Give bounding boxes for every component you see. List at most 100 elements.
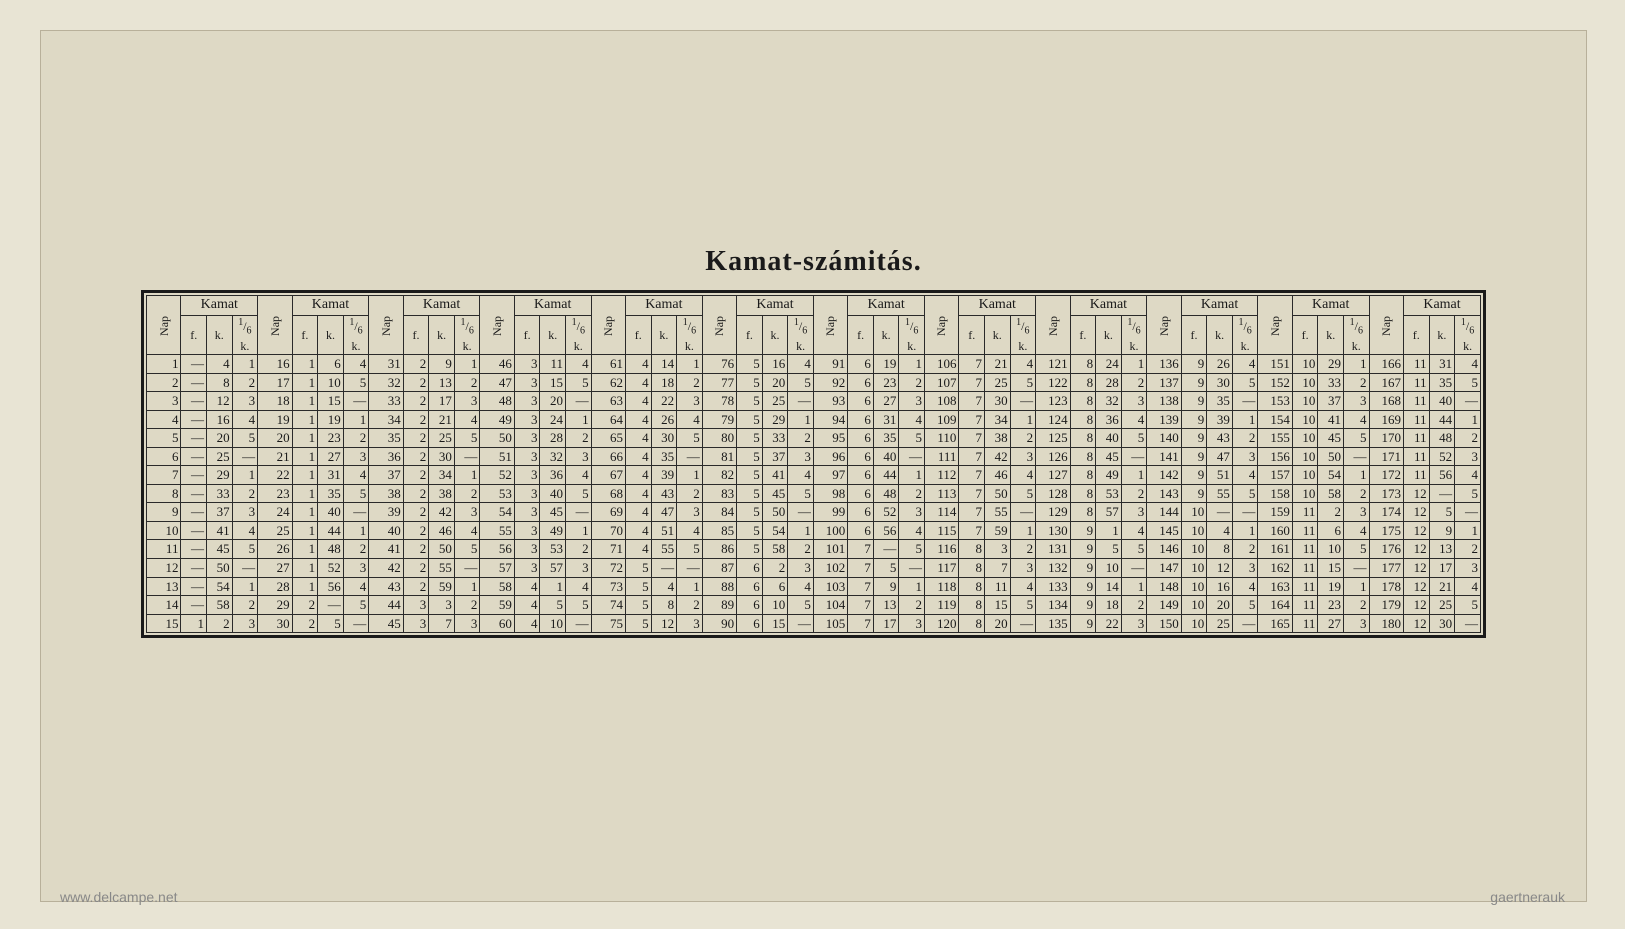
value-cell: 2 [454, 484, 480, 503]
value-cell: 49 [540, 521, 566, 540]
nap-cell: 11 [147, 540, 181, 559]
nap-cell: 151 [1258, 354, 1292, 373]
nap-cell: 77 [702, 373, 736, 392]
value-cell: 7 [985, 558, 1011, 577]
table-row: 3—12318115—33217348320—63422378525—93627… [147, 392, 1481, 411]
kamat-header: Kamat [514, 296, 591, 316]
value-cell: 5 [1455, 484, 1481, 503]
nap-cell: 100 [813, 521, 847, 540]
nap-cell: 144 [1147, 503, 1181, 522]
value-cell: 3 [1343, 614, 1369, 633]
value-cell: 1 [677, 466, 703, 485]
value-cell: 13 [1429, 540, 1455, 559]
value-cell: — [181, 577, 207, 596]
value-cell: 4 [651, 577, 677, 596]
value-cell: 57 [540, 558, 566, 577]
value-cell: 20 [207, 429, 233, 448]
nap-cell: 129 [1036, 503, 1070, 522]
value-cell: 9 [1070, 577, 1096, 596]
value-cell: — [1121, 558, 1147, 577]
value-cell: — [1455, 503, 1481, 522]
nap-cell: 65 [591, 429, 625, 448]
nap-cell: 159 [1258, 503, 1292, 522]
value-cell: — [181, 354, 207, 373]
nap-cell: 158 [1258, 484, 1292, 503]
value-cell: 7 [848, 558, 874, 577]
value-cell: 5 [343, 484, 369, 503]
value-cell: 35 [1429, 373, 1455, 392]
nap-cell: 128 [1036, 484, 1070, 503]
value-cell: 31 [873, 410, 899, 429]
value-cell: 3 [232, 503, 258, 522]
value-cell: — [1455, 614, 1481, 633]
value-cell: 19 [1318, 577, 1344, 596]
sub-header: 1/6k. [899, 315, 925, 354]
sub-header: 1/6k. [1343, 315, 1369, 354]
table-row: 2—82171105322132473155624182775205926232… [147, 373, 1481, 392]
watermark-left: www.delcampe.net [60, 889, 178, 905]
value-cell: 2 [1121, 484, 1147, 503]
value-cell: 2 [403, 410, 429, 429]
value-cell: 35 [873, 429, 899, 448]
value-cell: 3 [514, 447, 540, 466]
value-cell: 10 [1181, 614, 1207, 633]
nap-cell: 175 [1369, 521, 1403, 540]
value-cell: 8 [651, 596, 677, 615]
value-cell: 4 [514, 614, 540, 633]
value-cell: 40 [1096, 429, 1122, 448]
kamat-header: Kamat [403, 296, 480, 316]
nap-cell: 168 [1369, 392, 1403, 411]
value-cell: 12 [1404, 558, 1430, 577]
value-cell: 29 [1318, 354, 1344, 373]
nap-cell: 67 [591, 466, 625, 485]
value-cell: 6 [1318, 521, 1344, 540]
nap-cell: 177 [1369, 558, 1403, 577]
value-cell: 4 [514, 577, 540, 596]
value-cell: — [1232, 392, 1258, 411]
value-cell: 4 [1121, 521, 1147, 540]
value-cell: 21 [429, 410, 455, 429]
value-cell: — [454, 558, 480, 577]
kamat-header: Kamat [1404, 296, 1481, 316]
value-cell: — [454, 447, 480, 466]
kamat-header: Kamat [1181, 296, 1258, 316]
nap-cell: 73 [591, 577, 625, 596]
value-cell: 5 [1096, 540, 1122, 559]
nap-cell: 119 [924, 596, 958, 615]
value-cell: 6 [848, 466, 874, 485]
nap-cell: 98 [813, 484, 847, 503]
value-cell: 55 [651, 540, 677, 559]
value-cell: 4 [1232, 577, 1258, 596]
value-cell: 10 [762, 596, 788, 615]
table-row: 6—25—21127336230—51332366435—81537396640… [147, 447, 1481, 466]
table-row: 9—37324140—39242354345—69447384550—99652… [147, 503, 1481, 522]
nap-cell: 51 [480, 447, 514, 466]
value-cell: 11 [1292, 596, 1318, 615]
nap-cell: 26 [258, 540, 292, 559]
value-cell: 1 [899, 577, 925, 596]
value-cell: 5 [737, 429, 763, 448]
value-cell: 55 [985, 503, 1011, 522]
value-cell: 4 [1343, 521, 1369, 540]
nap-cell: 24 [258, 503, 292, 522]
nap-cell: 19 [258, 410, 292, 429]
value-cell: 3 [343, 447, 369, 466]
value-cell: 4 [232, 410, 258, 429]
nap-cell: 176 [1369, 540, 1403, 559]
value-cell: 6 [848, 484, 874, 503]
value-cell: 41 [762, 466, 788, 485]
value-cell: 4 [626, 410, 652, 429]
value-cell: 3 [514, 354, 540, 373]
value-cell: 6 [848, 429, 874, 448]
value-cell: 6 [848, 503, 874, 522]
value-cell: 4 [343, 354, 369, 373]
table-row: 13—5412815644325915841473541886641037911… [147, 577, 1481, 596]
value-cell: 52 [318, 558, 344, 577]
value-cell: 30 [651, 429, 677, 448]
value-cell: 2 [343, 429, 369, 448]
value-cell: 46 [985, 466, 1011, 485]
value-cell: 4 [788, 577, 814, 596]
nap-cell: 139 [1147, 410, 1181, 429]
value-cell: 22 [651, 392, 677, 411]
value-cell: 2 [1343, 373, 1369, 392]
